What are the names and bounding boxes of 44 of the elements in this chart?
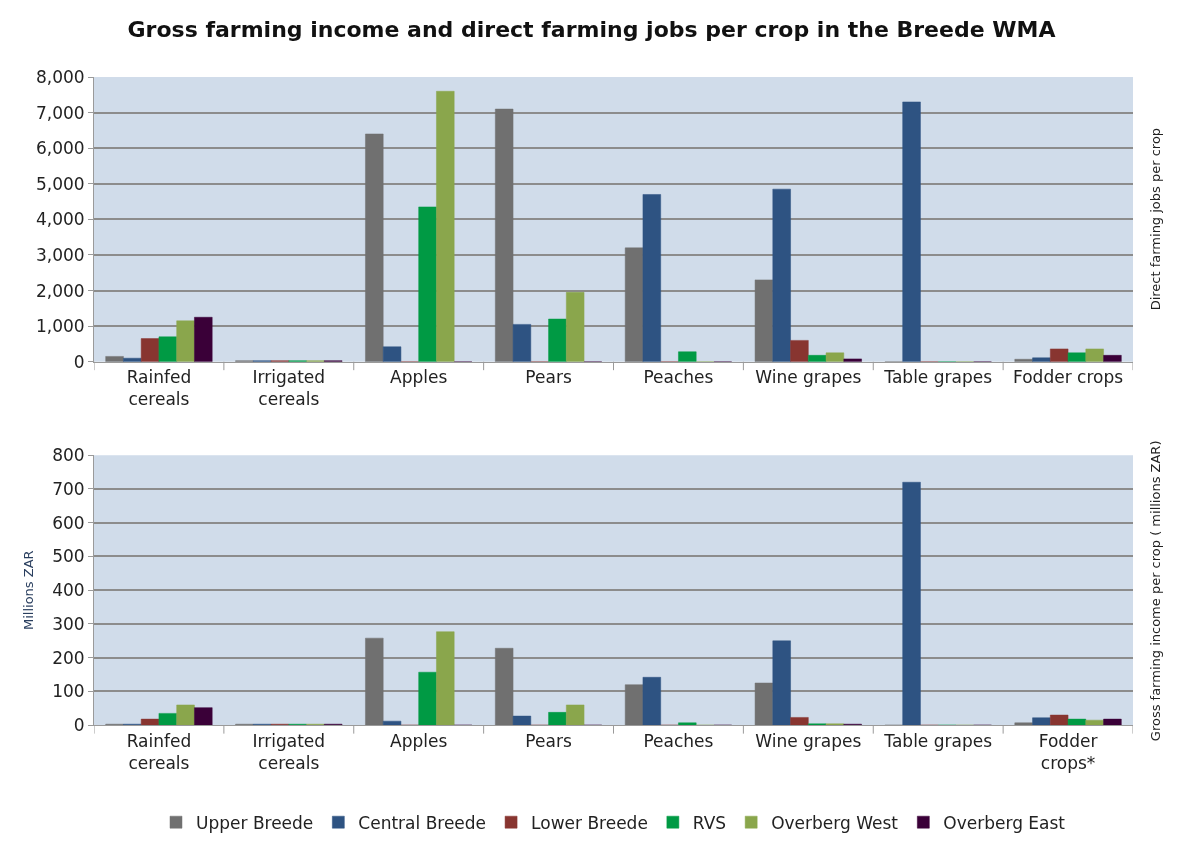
y-tick-label: 5,000 <box>35 173 85 194</box>
y2-axis-title: Direct farming jobs per crop <box>1147 127 1163 311</box>
y-tick-label: 600 <box>52 512 85 533</box>
x-tick-label: Pears <box>525 730 572 751</box>
y-tick-label: 4,000 <box>35 209 85 230</box>
y-tick-label: 400 <box>52 580 85 601</box>
x-tick-label: Fodder crops* <box>1038 730 1098 773</box>
legend-label: RVS <box>692 812 727 833</box>
chart-title: Gross farming income and direct farming jobs per crop in the Breede WMA <box>127 16 1056 42</box>
y-tick-label: 300 <box>52 613 85 634</box>
y-tick-label: 6,000 <box>35 138 85 159</box>
x-tick-label: Wine grapes <box>755 367 862 388</box>
y-tick-label: 0 <box>73 715 85 736</box>
y-axis-title: Millions ZAR <box>21 550 37 631</box>
y-tick-label: 8,000 <box>35 66 85 87</box>
x-tick-label: Pears <box>525 367 572 388</box>
x-tick-label: Peaches <box>643 730 714 751</box>
y-tick-label: 500 <box>52 546 85 567</box>
x-tick-label: Apples <box>390 367 448 388</box>
x-tick-label: Rainfed cereals <box>126 367 192 410</box>
y-tick-label: 2,000 <box>35 280 85 301</box>
x-tick-label: Peaches <box>643 367 714 388</box>
y-tick-label: 1,000 <box>35 316 85 337</box>
legend-label: Central Breede <box>358 812 487 833</box>
x-tick-label: Apples <box>390 730 448 751</box>
x-tick-label: Rainfed cereals <box>126 730 192 773</box>
x-tick-label: Table grapes <box>883 730 993 751</box>
x-tick-label: Irrigated cereals <box>252 730 326 773</box>
x-tick-label: Fodder crops <box>1013 367 1124 388</box>
y-tick-label: 3,000 <box>35 244 85 265</box>
legend-label: Overberg East <box>943 812 1066 833</box>
x-tick-label: Irrigated cereals <box>252 367 326 410</box>
y-tick-label: 800 <box>52 445 85 466</box>
y-tick-label: 0 <box>73 351 85 372</box>
y-tick-label: 7,000 <box>35 102 85 123</box>
y-tick-label: 100 <box>52 681 85 702</box>
x-tick-label: Table grapes <box>883 367 993 388</box>
y2-axis-title: Gross farming income per crop ( millions ZAR) <box>1147 440 1163 742</box>
x-tick-label: Wine grapes <box>755 730 862 751</box>
legend-label: Upper Breede <box>196 812 314 833</box>
legend-label: Overberg West <box>771 812 899 833</box>
legend-label: Lower Breede <box>531 812 648 833</box>
y-tick-label: 700 <box>52 478 85 499</box>
y-tick-label: 200 <box>52 647 85 668</box>
